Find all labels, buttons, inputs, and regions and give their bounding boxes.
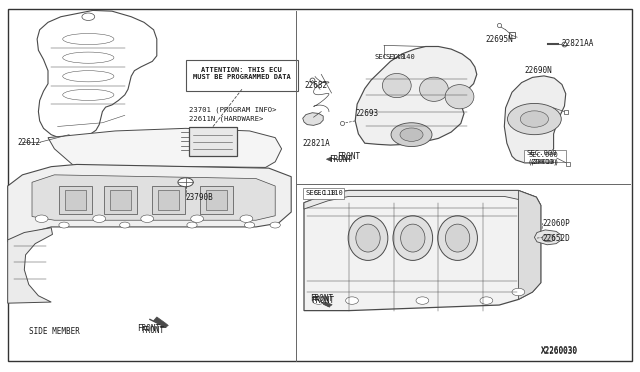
Circle shape	[542, 234, 555, 242]
Text: FRONT: FRONT	[311, 296, 334, 305]
Text: 22690N: 22690N	[525, 66, 552, 75]
Circle shape	[141, 215, 154, 222]
Circle shape	[416, 297, 429, 304]
Text: SEC.140: SEC.140	[385, 54, 415, 60]
Text: 22611N (HARDWARE>: 22611N (HARDWARE>	[189, 115, 263, 122]
Text: SIDE MEMBER: SIDE MEMBER	[29, 327, 79, 336]
FancyBboxPatch shape	[524, 150, 566, 162]
Circle shape	[520, 111, 548, 127]
Ellipse shape	[420, 77, 448, 101]
Ellipse shape	[393, 216, 433, 260]
Text: 22682: 22682	[305, 81, 328, 90]
Text: X2260030: X2260030	[541, 347, 578, 356]
FancyBboxPatch shape	[303, 188, 344, 199]
Polygon shape	[189, 127, 237, 156]
Circle shape	[512, 288, 525, 296]
Text: FRONT: FRONT	[138, 324, 161, 333]
Ellipse shape	[445, 224, 470, 252]
FancyBboxPatch shape	[59, 186, 92, 214]
FancyBboxPatch shape	[200, 186, 233, 214]
Text: 22695N: 22695N	[485, 35, 513, 44]
Polygon shape	[304, 190, 541, 209]
FancyBboxPatch shape	[8, 9, 632, 361]
Text: FRONT: FRONT	[310, 294, 333, 303]
Circle shape	[508, 103, 561, 135]
Circle shape	[240, 215, 253, 222]
Ellipse shape	[401, 224, 425, 252]
Circle shape	[120, 222, 130, 228]
Text: 22821AA: 22821AA	[562, 39, 595, 48]
Ellipse shape	[445, 85, 474, 109]
Circle shape	[35, 215, 48, 222]
Polygon shape	[304, 190, 541, 311]
Text: FRONT: FRONT	[330, 155, 353, 164]
Text: (Z0010): (Z0010)	[527, 158, 558, 165]
Polygon shape	[8, 164, 291, 242]
Text: 23790B: 23790B	[186, 193, 213, 202]
Text: FRONT: FRONT	[337, 153, 360, 161]
FancyBboxPatch shape	[206, 190, 227, 210]
Polygon shape	[48, 128, 282, 167]
Polygon shape	[8, 228, 52, 303]
Text: (Z0010): (Z0010)	[530, 158, 559, 165]
FancyBboxPatch shape	[158, 190, 179, 210]
FancyBboxPatch shape	[110, 190, 131, 210]
Text: X2260030: X2260030	[541, 346, 578, 355]
Text: SEC.000: SEC.000	[529, 152, 558, 158]
Polygon shape	[355, 46, 477, 145]
Text: 22652D: 22652D	[543, 234, 570, 243]
Circle shape	[480, 297, 493, 304]
Text: SEC.140: SEC.140	[374, 54, 405, 60]
Text: ATTENTION: THIS ECU
MUST BE PROGRAMMED DATA: ATTENTION: THIS ECU MUST BE PROGRAMMED D…	[193, 67, 291, 80]
Circle shape	[391, 123, 432, 147]
Circle shape	[346, 297, 358, 304]
FancyBboxPatch shape	[65, 190, 86, 210]
Circle shape	[187, 222, 197, 228]
Polygon shape	[518, 190, 541, 299]
Text: SEC.000: SEC.000	[526, 150, 557, 156]
Polygon shape	[504, 76, 566, 163]
Circle shape	[191, 215, 204, 222]
Polygon shape	[323, 302, 332, 307]
Circle shape	[178, 178, 193, 187]
FancyBboxPatch shape	[186, 60, 298, 91]
Circle shape	[312, 297, 325, 304]
FancyBboxPatch shape	[152, 186, 185, 214]
Circle shape	[244, 222, 255, 228]
Ellipse shape	[356, 224, 380, 252]
Text: 22060P: 22060P	[543, 219, 570, 228]
Text: 22612: 22612	[18, 138, 41, 147]
Text: 23701 (PROGRAM INFO>: 23701 (PROGRAM INFO>	[189, 106, 276, 113]
FancyBboxPatch shape	[104, 186, 137, 214]
Circle shape	[93, 215, 106, 222]
Circle shape	[59, 222, 69, 228]
Text: 22693: 22693	[356, 109, 379, 118]
Polygon shape	[326, 157, 332, 161]
Text: SEC.110: SEC.110	[314, 190, 343, 196]
Text: 22821A: 22821A	[302, 139, 330, 148]
Ellipse shape	[438, 216, 477, 260]
Text: SEC.110: SEC.110	[305, 190, 336, 196]
Circle shape	[270, 222, 280, 228]
Text: FRONT: FRONT	[141, 326, 164, 335]
Ellipse shape	[348, 216, 388, 260]
Polygon shape	[154, 317, 168, 327]
Polygon shape	[32, 175, 275, 220]
Circle shape	[400, 128, 423, 141]
Polygon shape	[534, 230, 561, 245]
Ellipse shape	[383, 74, 412, 97]
Polygon shape	[303, 113, 323, 125]
